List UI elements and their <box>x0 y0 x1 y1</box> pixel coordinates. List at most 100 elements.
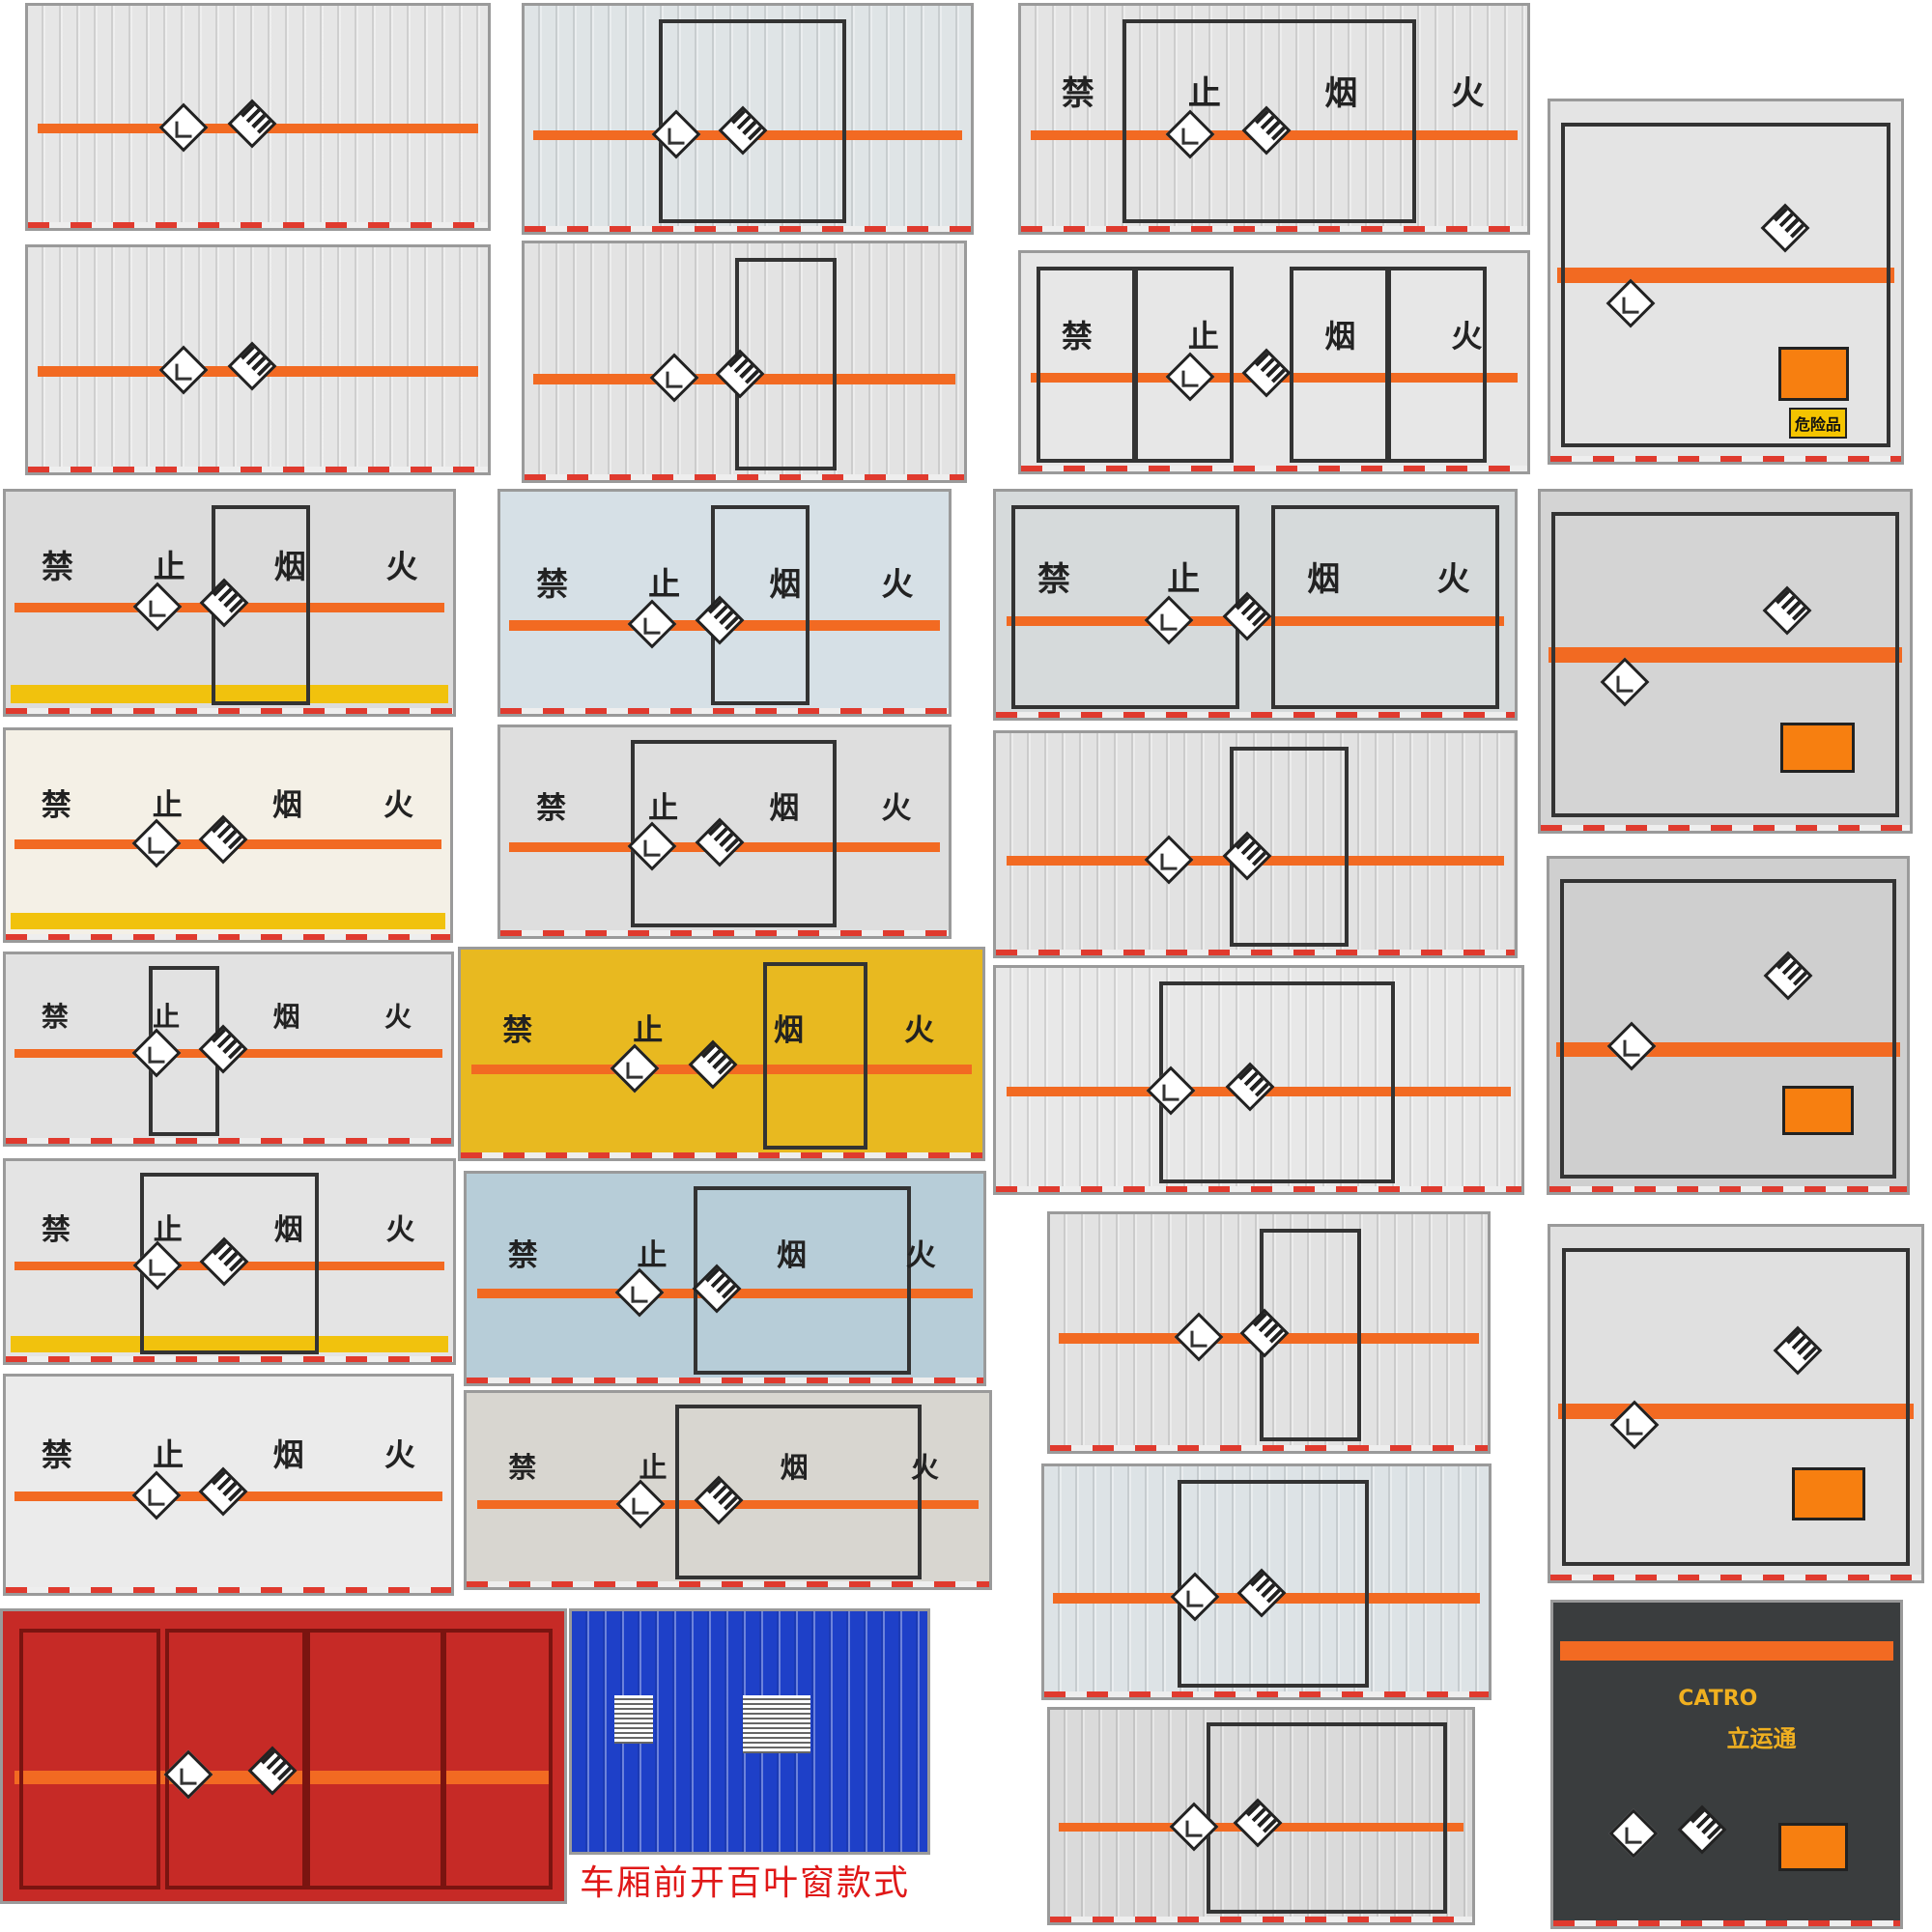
red-white-marker-strip <box>6 708 453 714</box>
red-white-marker-strip <box>1021 226 1527 232</box>
no-smoking-sign-char: 火 <box>385 547 418 585</box>
tree-glyph <box>149 1259 166 1276</box>
truck-box-panel: 危险品 <box>1548 99 1904 465</box>
cargo-door <box>1158 980 1396 1183</box>
no-smoking-sign-char: 禁 <box>507 1237 538 1273</box>
no-smoking-sign-char: 禁 <box>536 791 567 827</box>
no-smoking-sign-char: 禁 <box>536 565 569 603</box>
no-smoking-sign-char: 止 <box>153 1436 185 1473</box>
red-white-marker-strip <box>1021 466 1527 471</box>
cargo-door <box>694 1186 912 1376</box>
environment-hazard-diamond-icon <box>615 1479 666 1529</box>
red-white-marker-strip <box>1050 1917 1472 1922</box>
cargo-door <box>19 1629 160 1889</box>
cargo-door <box>1289 266 1391 463</box>
no-smoking-sign-char: 火 <box>910 1451 939 1485</box>
no-smoking-sign-char: 止 <box>1167 560 1201 600</box>
environment-hazard-diamond-icon <box>131 1470 182 1520</box>
tree-glyph <box>1626 1418 1643 1435</box>
no-smoking-sign-char: 烟 <box>1324 318 1356 355</box>
truck-box-panel <box>0 1608 567 1904</box>
no-smoking-sign-char: 火 <box>1451 74 1485 114</box>
no-smoking-sign-char: 烟 <box>1307 560 1341 600</box>
tree-glyph <box>666 371 682 388</box>
cargo-door <box>1551 512 1899 817</box>
tree-glyph <box>668 128 685 145</box>
no-smoking-sign-char: 烟 <box>777 1237 807 1273</box>
no-smoking-sign-char: 禁 <box>41 1001 69 1034</box>
no-smoking-sign-char: 烟 <box>769 565 802 603</box>
truck-box-panel: 禁止烟火 <box>3 952 454 1147</box>
no-smoking-sign-char: 禁 <box>42 1212 71 1247</box>
truck-box-panel: 禁止烟火 <box>1018 250 1530 474</box>
tree-glyph <box>631 1286 647 1303</box>
orange-hazard-plate <box>1777 346 1849 401</box>
tree-glyph <box>643 839 661 857</box>
truck-box-panel <box>1047 1211 1491 1454</box>
class9-misc-hazard-diamond-icon <box>198 814 248 865</box>
truck-box-panel <box>25 244 491 475</box>
class9-misc-hazard-diamond-icon <box>688 1039 738 1090</box>
red-white-marker-strip <box>1553 1920 1900 1926</box>
cargo-door <box>305 1629 446 1889</box>
tree-glyph <box>175 121 192 138</box>
red-white-marker-strip <box>6 1587 451 1593</box>
tree-glyph <box>149 600 166 617</box>
tree-glyph <box>1616 675 1634 693</box>
no-smoking-sign-char: 烟 <box>273 1212 303 1247</box>
red-white-marker-strip <box>467 1581 989 1587</box>
environment-hazard-diamond-icon <box>627 599 677 649</box>
red-white-marker-strip <box>1550 456 1901 462</box>
no-smoking-sign-char: 止 <box>1187 74 1221 114</box>
no-smoking-sign-char: 止 <box>153 1001 181 1034</box>
orange-hazard-plate <box>1780 722 1855 774</box>
no-smoking-sign-char: 火 <box>881 565 914 603</box>
environment-hazard-diamond-icon <box>131 818 182 868</box>
cargo-door <box>1270 505 1499 709</box>
no-smoking-sign-char: 烟 <box>774 1013 804 1049</box>
cargo-door <box>1122 19 1416 223</box>
yellow-reflective-band <box>10 912 446 930</box>
red-white-marker-strip <box>525 226 971 232</box>
red-white-marker-strip <box>6 1356 453 1362</box>
no-smoking-sign-char: 止 <box>633 1013 664 1049</box>
truck-box-panel: 禁止烟火 <box>464 1171 986 1386</box>
caption-front-louver-style: 车厢前开百叶窗款式 <box>580 1863 911 1903</box>
tree-glyph <box>626 1062 643 1079</box>
tree-glyph <box>643 618 661 636</box>
orange-hazard-plate <box>1791 1466 1866 1520</box>
environment-hazard-diamond-icon <box>614 1267 664 1318</box>
cargo-door <box>1385 266 1488 463</box>
orange-reflective-stripe <box>1548 647 1903 664</box>
no-smoking-sign-char: 止 <box>648 791 679 827</box>
red-white-marker-strip <box>500 708 949 714</box>
cargo-door <box>165 1629 306 1889</box>
truck-box-panel <box>1548 1224 1924 1583</box>
no-smoking-sign-char: 火 <box>881 791 912 827</box>
red-white-marker-strip <box>996 950 1515 955</box>
tree-glyph <box>1181 128 1199 145</box>
class9-misc-hazard-diamond-icon <box>1241 348 1292 398</box>
truck-box-panel: 禁止烟火 <box>497 489 952 717</box>
no-smoking-sign-char: 火 <box>1436 560 1470 600</box>
no-smoking-sign-char: 禁 <box>1037 560 1070 600</box>
red-white-marker-strip <box>1541 825 1910 831</box>
tree-glyph <box>175 364 192 382</box>
truck-box-panel: 禁止烟火 <box>993 489 1518 721</box>
cargo-door <box>675 1405 922 1579</box>
red-white-marker-strip <box>500 930 949 936</box>
no-smoking-sign-char: 火 <box>385 1212 415 1247</box>
red-white-marker-strip <box>1050 1445 1488 1451</box>
truck-box-panel: 禁止烟火 <box>3 727 453 943</box>
class9-misc-hazard-diamond-icon <box>1677 1804 1727 1854</box>
truck-box-panel: 禁止烟火 <box>3 489 456 717</box>
cargo-door <box>1560 123 1891 448</box>
no-smoking-sign-char: 火 <box>384 1436 415 1473</box>
no-smoking-sign-char: 烟 <box>1324 74 1358 114</box>
orange-top-stripe <box>1560 1641 1893 1662</box>
tree-glyph <box>1625 1827 1642 1844</box>
tree-glyph <box>1181 370 1199 387</box>
truck-box-panel <box>1538 489 1913 834</box>
environment-hazard-diamond-icon <box>610 1043 660 1094</box>
no-smoking-sign-char: 止 <box>648 565 681 603</box>
